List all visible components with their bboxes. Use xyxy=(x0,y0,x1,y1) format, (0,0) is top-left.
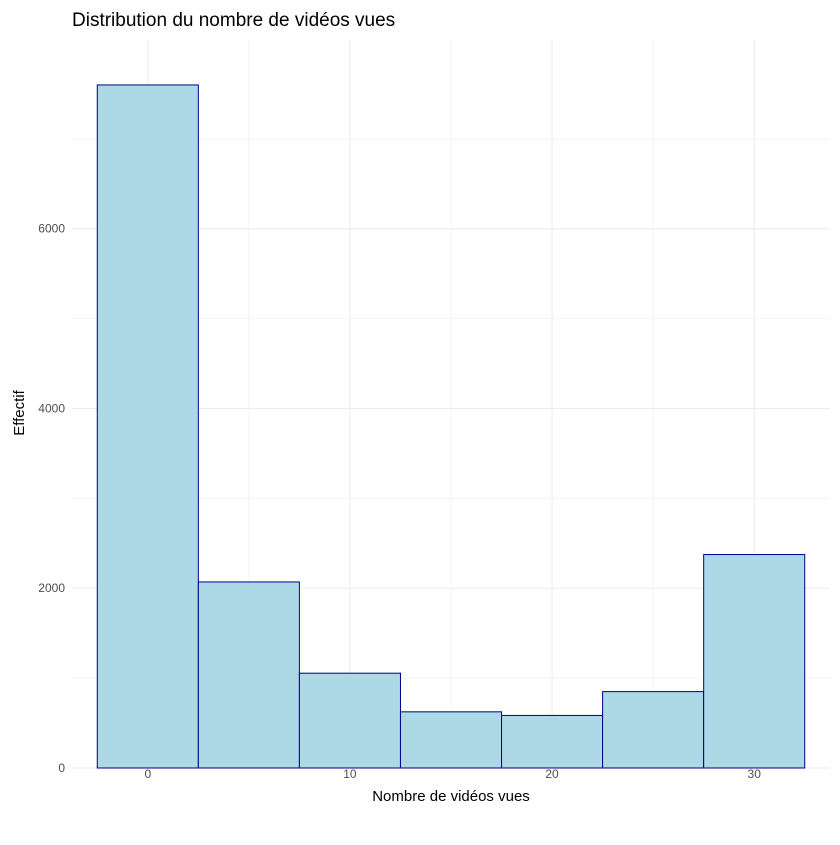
histogram-bar xyxy=(501,714,604,769)
chart-title: Distribution du nombre de vidéos vues xyxy=(72,10,395,31)
y-tick-label: 2000 xyxy=(38,581,65,595)
y-tick-label: 4000 xyxy=(38,401,65,415)
y-axis-ticks: 0 2000 4000 6000 xyxy=(38,222,65,775)
y-tick-label: 0 xyxy=(58,761,65,775)
x-axis-title: Nombre de vidéos vues xyxy=(372,788,530,805)
x-axis-ticks: 0 10 20 30 xyxy=(144,767,761,781)
histogram-bar xyxy=(602,691,705,769)
histogram-bars xyxy=(96,84,806,769)
x-tick-label: 30 xyxy=(748,767,762,781)
histogram-bar xyxy=(298,672,401,769)
y-tick-label: 6000 xyxy=(38,222,65,236)
histogram-bar xyxy=(399,711,503,769)
x-tick-label: 10 xyxy=(343,767,357,781)
y-axis-title: Effectif xyxy=(11,389,28,435)
histogram-bar xyxy=(703,554,806,769)
histogram-bar xyxy=(197,581,300,769)
x-tick-label: 0 xyxy=(144,767,151,781)
histogram-bar xyxy=(96,84,199,769)
x-tick-label: 20 xyxy=(545,767,559,781)
